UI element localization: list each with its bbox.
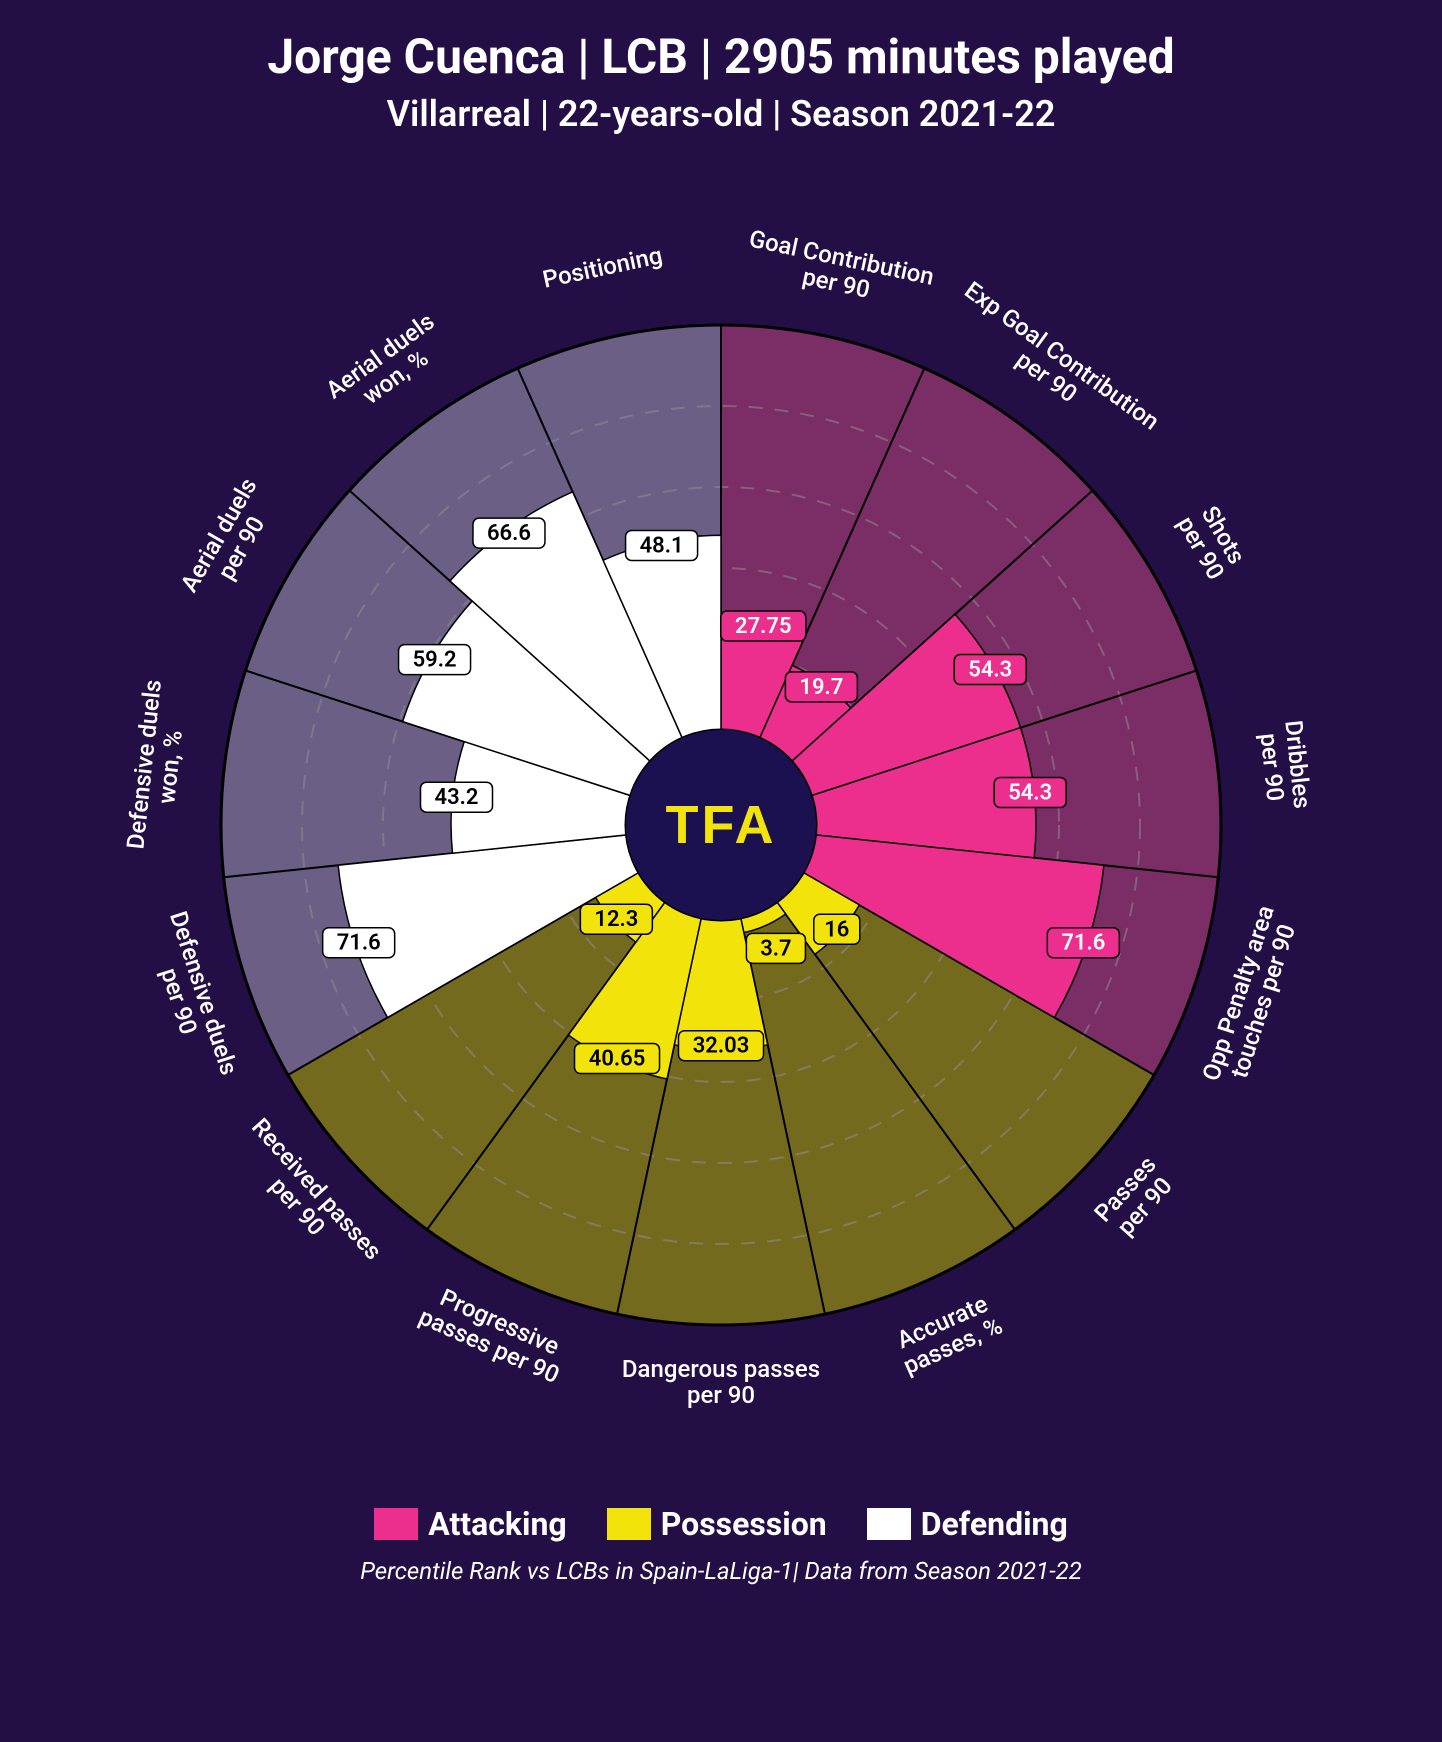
category-label: Accuratepasses, % [888,1288,1006,1380]
category-label: Goal Contributionper 90 [741,224,936,316]
category-label: Aerial duelswon, % [321,307,455,425]
page-container: Jorge Cuenca | LCB | 2905 minutes played… [0,0,1442,1742]
category-label: Aerial duelsper 90 [175,473,285,610]
value-label: 19.7 [799,675,843,700]
value-label: 27.75 [735,614,792,639]
legend-item: Defending [867,1505,1068,1543]
category-label: Dribblesper 90 [1253,719,1316,813]
category-label: Passesper 90 [1089,1151,1181,1245]
chart-subtitle: Villarreal | 22-years-old | Season 2021-… [387,93,1056,135]
legend-label: Possession [661,1505,827,1543]
legend-label: Attacking [428,1505,566,1543]
value-label: 12.3 [594,907,638,932]
category-label: Opp Penalty areatouches per 90 [1197,902,1305,1092]
category-label: Defensive duelswon, % [121,678,192,853]
value-label: 48.1 [640,533,684,558]
value-label: 32.03 [693,1034,750,1059]
value-label: 54.3 [968,658,1012,683]
footer-note: Percentile Rank vs LCBs in Spain-LaLiga-… [360,1557,1082,1585]
category-label: Defensive duelsper 90 [139,908,243,1087]
legend-item: Attacking [374,1505,566,1543]
legend-swatch [607,1508,651,1540]
chart-title: Jorge Cuenca | LCB | 2905 minutes played [267,28,1174,85]
category-label: Dangerous passesper 90 [622,1355,820,1409]
value-label: 66.6 [487,521,531,546]
value-label: 43.2 [435,785,479,810]
value-label: 16 [824,917,849,942]
chart-svg: TFA 27.75 19.7 54.3 54.3 71.6 16 3.7 32.03 40.65 1… [71,175,1371,1475]
category-label: Positioning [540,241,665,294]
legend-item: Possession [607,1505,827,1543]
legend-label: Defending [921,1505,1068,1543]
value-label: 59.2 [413,648,457,673]
value-label: 71.6 [337,931,381,956]
category-label: Shotsper 90 [1172,499,1253,585]
polar-chart: TFA 27.75 19.7 54.3 54.3 71.6 16 3.7 32.03 40.65 1… [71,175,1371,1475]
value-label: 54.3 [1008,781,1052,806]
legend: Attacking Possession Defending [374,1505,1068,1543]
center-logo: TFA [666,795,777,855]
value-label: 40.65 [589,1047,646,1072]
legend-swatch [867,1508,911,1540]
value-label: 3.7 [760,936,791,961]
legend-swatch [374,1508,418,1540]
value-label: 71.6 [1061,931,1105,956]
